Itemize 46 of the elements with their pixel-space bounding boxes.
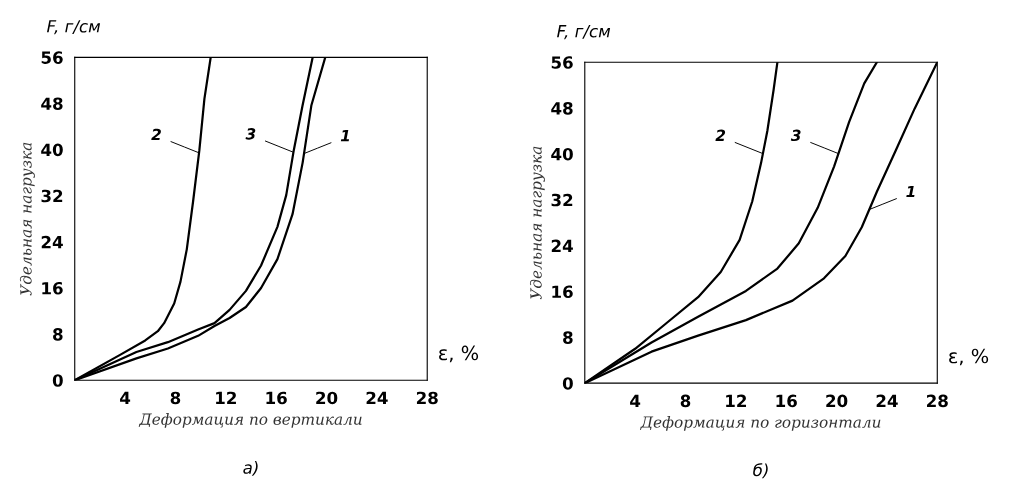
annotation: 3	[245, 128, 256, 140]
y-tick-label: 8	[53, 328, 63, 341]
y-tick-label: 48	[41, 97, 63, 111]
text: б)	[753, 463, 768, 479]
x-tick-label: 20	[316, 391, 338, 405]
x-tick-label: 20	[826, 394, 848, 408]
annotation: 2	[715, 129, 726, 141]
x-tick-label: 24	[366, 391, 388, 405]
y-tick-label: 40	[551, 147, 573, 161]
y-tick-label: 24	[41, 235, 63, 249]
y-tick-label: 56	[41, 51, 63, 64]
x-tick-label: 4	[120, 391, 131, 405]
annotation: 3	[790, 129, 801, 142]
x-tick-label: 8	[170, 391, 181, 405]
y-tick-label: 8	[563, 331, 573, 344]
text: а)	[243, 460, 258, 476]
x-tick-label: 24	[876, 394, 898, 407]
x-tick-label: 12	[216, 391, 236, 405]
annotation: 1	[906, 185, 915, 198]
y-tick-label: 32	[41, 189, 63, 203]
chart-title: F, г/см	[557, 25, 611, 40]
annotation: 2	[151, 128, 161, 141]
y-axis-title: Удельная нагрузка	[19, 142, 35, 296]
x-tick-label: 28	[416, 391, 438, 405]
chart-title: F, г/см	[46, 20, 101, 35]
x-tick-label: 16	[266, 391, 287, 405]
text: ε, %	[949, 348, 989, 366]
y-tick-label: 16	[552, 285, 573, 299]
x-tick-label: 4	[630, 394, 641, 407]
x-tick-label: 16	[776, 394, 797, 408]
text: ε, %	[439, 345, 479, 363]
x-axis-title: Деформация по горизонтали	[640, 415, 881, 431]
x-axis-title: Деформация по вертикали	[138, 413, 362, 428]
x-tick-label: 8	[680, 394, 691, 408]
y-tick-label: 32	[551, 193, 573, 207]
y-tick-label: 0	[52, 374, 63, 387]
y-tick-label: 24	[551, 239, 573, 252]
y-tick-label: 40	[41, 143, 63, 157]
y-tick-label: 48	[551, 102, 573, 115]
x-tick-label: 28	[927, 394, 948, 408]
y-tick-label: 56	[551, 56, 573, 69]
y-axis-title: Удельная нагрузка	[529, 146, 545, 300]
y-tick-label: 16	[42, 281, 63, 295]
x-tick-label: 12	[726, 394, 747, 407]
y-tick-label: 0	[562, 377, 573, 390]
annotation: 1	[340, 130, 350, 142]
